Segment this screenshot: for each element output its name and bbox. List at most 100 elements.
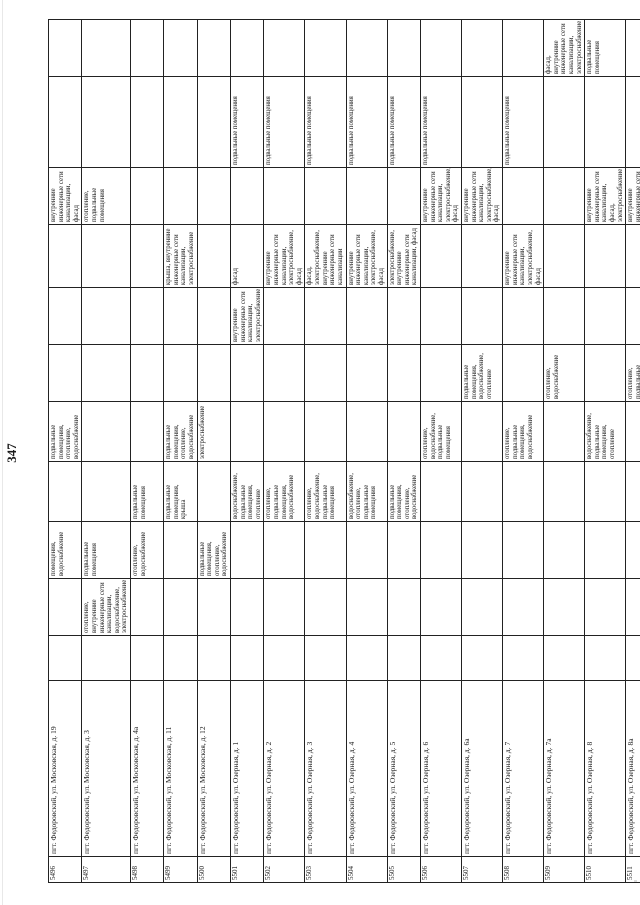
- cell-address: пгт. Федоровский, ул. Московская, д. 3: [81, 680, 131, 857]
- cell-c8: [197, 344, 231, 402]
- cell-c8: [420, 344, 462, 402]
- cell-c4: [584, 578, 626, 636]
- cell-c13: [163, 19, 198, 77]
- cell-c5: [625, 521, 640, 579]
- cell-c9: [304, 287, 346, 345]
- cell-num: 5497: [81, 856, 131, 883]
- cell-c13: [387, 19, 421, 77]
- cell-c9: [263, 287, 305, 345]
- cell-c6: водоснабжение, подвальные помещения, ото…: [230, 461, 264, 522]
- cell-c11: [387, 167, 421, 225]
- cell-c3: [263, 635, 305, 681]
- cell-c12: подвальные помещения: [502, 76, 544, 168]
- cell-num: 5506: [420, 856, 462, 883]
- cell-c13: [197, 19, 231, 77]
- cell-c8: [230, 344, 264, 402]
- cell-c7: отопление, водоснабжение, подвальные пом…: [420, 401, 462, 462]
- cell-c5: подвальные помещения: [81, 521, 131, 579]
- cell-c11: [130, 167, 164, 225]
- cell-num: 5511: [625, 856, 640, 883]
- cell-c8: [48, 344, 82, 402]
- cell-c11: внутренние инженерные сети канализации, …: [420, 167, 462, 225]
- cell-num: 5503: [304, 856, 346, 883]
- cell-c5: [304, 521, 346, 579]
- cell-c3: [346, 635, 388, 681]
- cell-c12: подвальные помещения: [346, 76, 388, 168]
- cell-c5: помещения, водоснабжение: [48, 521, 82, 579]
- cell-c4: [263, 578, 305, 636]
- cell-c7: [81, 401, 131, 462]
- cell-c9: [197, 287, 231, 345]
- table-row: 5506 пгт. Федоровский, ул. Озерная, д. 6 о…: [420, 19, 462, 883]
- cell-c7: отопление, подвальные помещения, водосна…: [502, 401, 544, 462]
- repair-schedule-table: 5496 пгт. Федоровский, ул. Московская, д.…: [48, 19, 640, 883]
- cell-num: 5496: [48, 856, 82, 883]
- page-number-text: 347: [4, 442, 19, 463]
- cell-address: пгт. Федоровский, ул. Московская, д. 19: [48, 680, 82, 857]
- cell-c3: [461, 635, 503, 681]
- cell-c8: [81, 344, 131, 402]
- cell-c5: [387, 521, 421, 579]
- cell-num: 5507: [461, 856, 503, 883]
- table-row: 5508 пгт. Федоровский, ул. Озерная, д. 7 о…: [502, 19, 544, 883]
- cell-c12: [163, 76, 198, 168]
- cell-c11: [263, 167, 305, 225]
- cell-c4: [48, 578, 82, 636]
- cell-address: пгт. Федоровский, ул. Озерная, д. 6: [420, 680, 462, 857]
- cell-c11: внутренние инженерные сети канализации, …: [584, 167, 626, 225]
- cell-c9: [387, 287, 421, 345]
- cell-c12: [48, 76, 82, 168]
- cell-c12: подвальные помещения: [387, 76, 421, 168]
- cell-c13: [420, 19, 462, 77]
- cell-c4: [420, 578, 462, 636]
- cell-c13: [130, 19, 164, 77]
- cell-c3: [230, 635, 264, 681]
- cell-c4: [130, 578, 164, 636]
- cell-address: пгт. Федоровский, ул. Озерная, д. 7: [502, 680, 544, 857]
- cell-c10: внутренние инженерные сети канализации, …: [502, 224, 544, 288]
- cell-num: 5498: [130, 856, 164, 883]
- table-row: 5511 пгт. Федоровский, ул. Озерная, д. 8а…: [625, 19, 640, 883]
- cell-c5: [461, 521, 503, 579]
- cell-c7: подвальные помещения, отопление, водосна…: [163, 401, 198, 462]
- cell-c7: [346, 401, 388, 462]
- cell-c10: [197, 224, 231, 288]
- cell-c6: [584, 461, 626, 522]
- cell-c7: подвальные помещения, отопление, водосна…: [48, 401, 82, 462]
- cell-num: 5500: [197, 856, 231, 883]
- cell-c11: [304, 167, 346, 225]
- cell-c3: [420, 635, 462, 681]
- cell-c8: [304, 344, 346, 402]
- cell-c6: [625, 461, 640, 522]
- cell-address: пгт. Федоровский, ул. Московская, д. 12: [197, 680, 231, 857]
- cell-c12: [81, 76, 131, 168]
- cell-c13: [263, 19, 305, 77]
- table-row: 5507 пгт. Федоровский, ул. Озерная, д. 6а…: [461, 19, 503, 883]
- cell-c13: [346, 19, 388, 77]
- cell-c6: подвальные помещения: [130, 461, 164, 522]
- cell-c12: [130, 76, 164, 168]
- scan-edge: [2, 0, 3, 905]
- cell-address: пгт. Федоровский, ул. Озерная, д. 5: [387, 680, 421, 857]
- cell-c13: [461, 19, 503, 77]
- cell-c8: [163, 344, 198, 402]
- cell-c5: [163, 521, 198, 579]
- cell-c11: внутренние инженерные сети канализации, …: [625, 167, 640, 225]
- cell-c7: водоснабжение, подвальные помещения, ото…: [584, 401, 626, 462]
- table-row: 5499 пгт. Федоровский, ул. Московская, д.…: [163, 19, 198, 883]
- cell-c6: [543, 461, 585, 522]
- cell-c4: [346, 578, 388, 636]
- cell-c8: [387, 344, 421, 402]
- cell-c6: [502, 461, 544, 522]
- cell-c12: [625, 76, 640, 168]
- cell-c3: [197, 635, 231, 681]
- cell-c10: внутренние инженерные сети канализации, …: [346, 224, 388, 288]
- cell-c3: [130, 635, 164, 681]
- cell-c4: [163, 578, 198, 636]
- cell-c13: [304, 19, 346, 77]
- cell-c10: [543, 224, 585, 288]
- rotated-table-container: 5496 пгт. Федоровский, ул. Московская, д.…: [48, 19, 640, 883]
- cell-c9: [346, 287, 388, 345]
- table-row: 5497 пгт. Федоровский, ул. Московская, д.…: [81, 19, 131, 883]
- cell-c10: [584, 224, 626, 288]
